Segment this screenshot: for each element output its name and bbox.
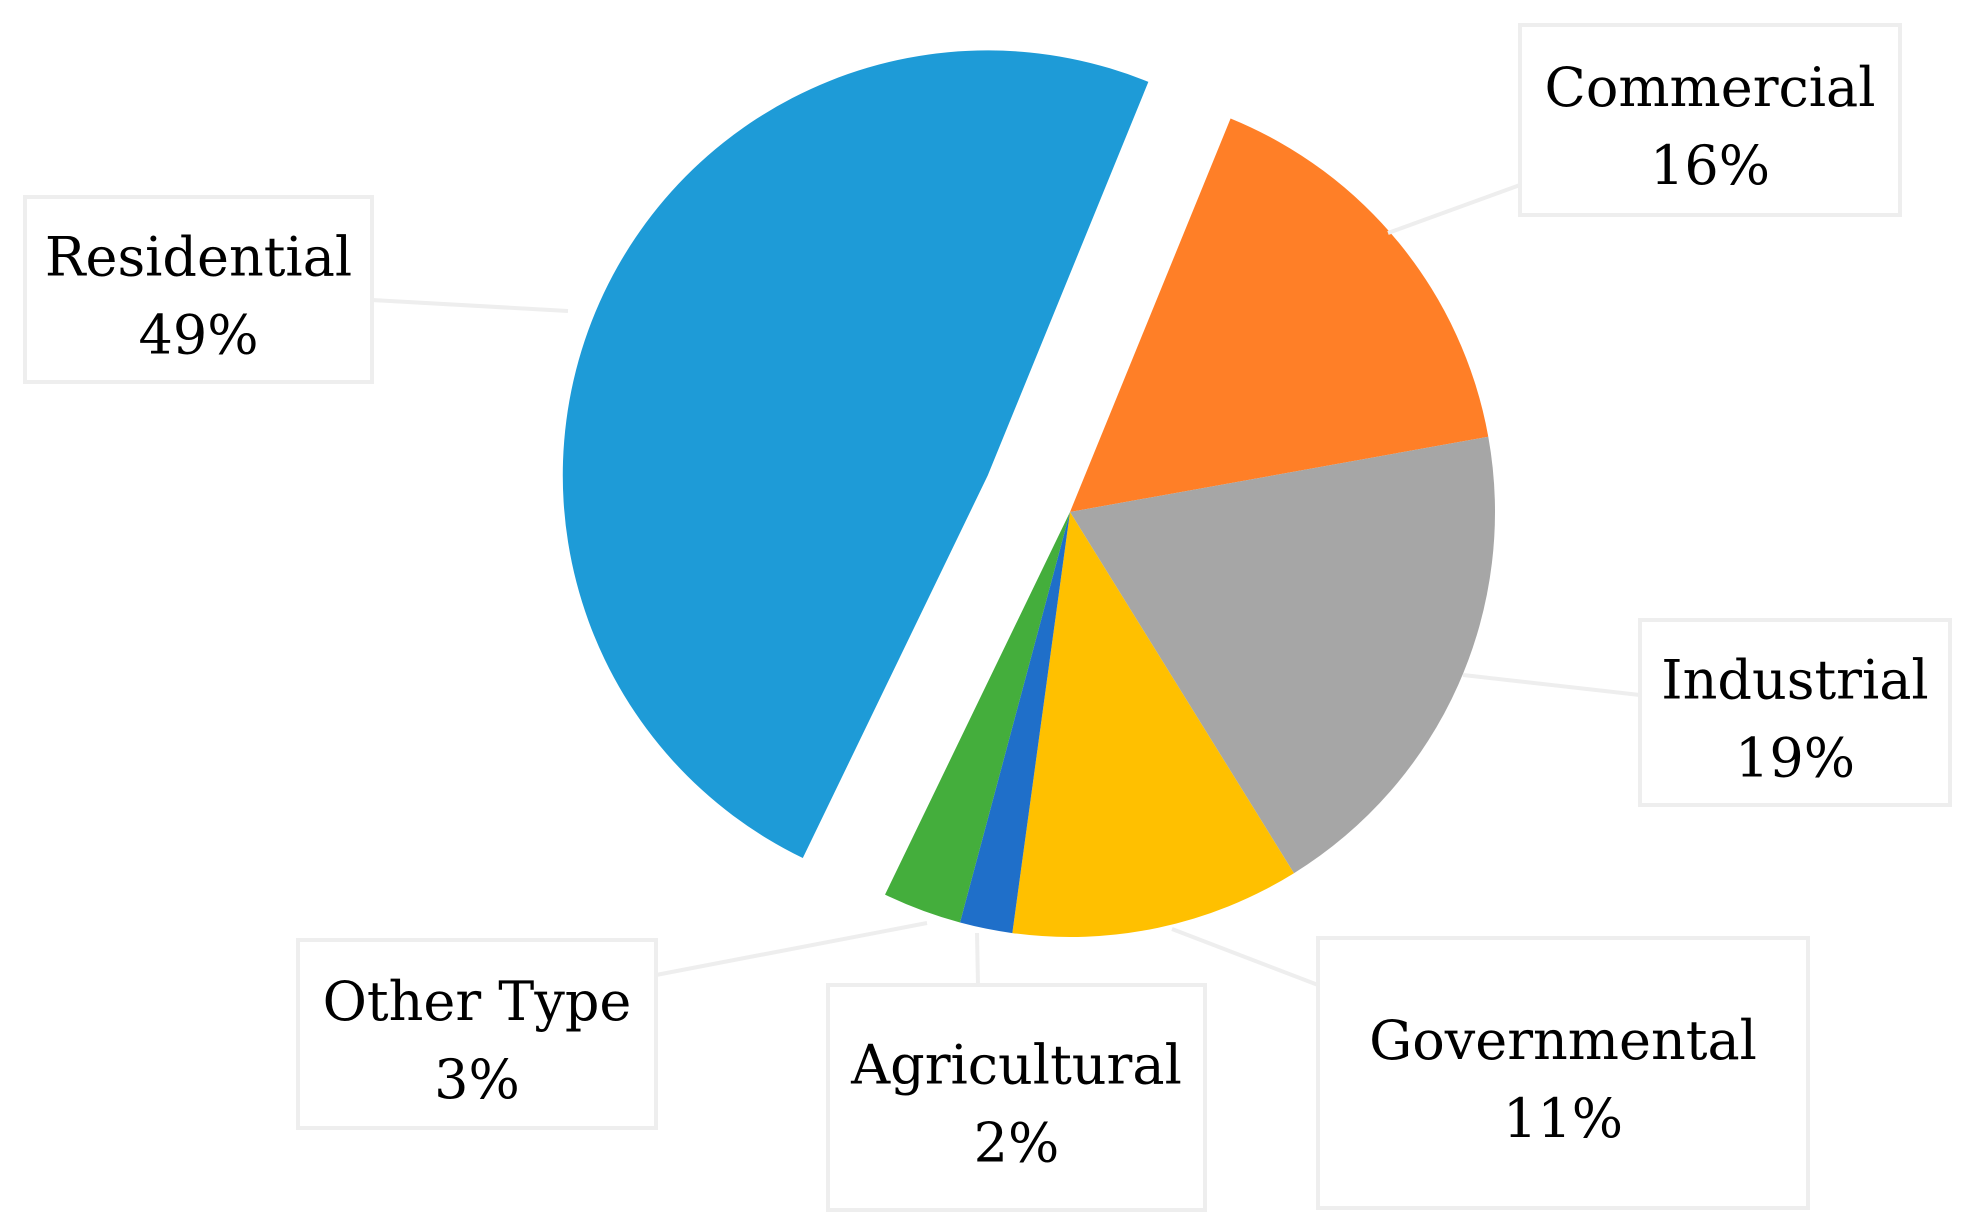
category-label-industrial: Industrial	[1661, 649, 1928, 712]
category-label-governmental: Governmental	[1369, 1009, 1757, 1072]
label-box-other-type	[296, 938, 658, 1130]
label-industrial: Industrial 19%	[1462, 618, 1952, 807]
label-box-residential	[23, 195, 374, 384]
label-agricultural: Agricultural 2%	[826, 932, 1207, 1212]
category-label-commercial: Commercial	[1545, 56, 1876, 119]
value-label-other-type: 3%	[434, 1048, 520, 1111]
leader-line-residential	[371, 298, 569, 313]
value-label-industrial: 19%	[1735, 727, 1855, 790]
label-box-agricultural	[826, 983, 1207, 1212]
category-label-other-type: Other Type	[323, 970, 632, 1033]
pie-slices	[562, 50, 1495, 937]
category-label-residential: Residential	[45, 226, 352, 289]
value-label-commercial: 16%	[1650, 134, 1770, 197]
label-residential: Residential 49%	[23, 195, 569, 384]
slice-residential	[562, 50, 1149, 859]
slice-commercial	[1070, 118, 1489, 512]
leader-line-industrial	[1462, 673, 1641, 697]
leader-line-commercial	[1387, 183, 1521, 235]
slice-industrial	[1070, 436, 1495, 874]
label-commercial: Commercial 16%	[1387, 23, 1902, 235]
slice-other-type	[885, 512, 1070, 923]
label-box-commercial	[1518, 23, 1902, 217]
label-other-type: Other Type 3%	[296, 921, 928, 1130]
leader-line-governmental	[1171, 927, 1319, 987]
slice-agricultural	[960, 512, 1070, 934]
leader-line-other-type	[655, 921, 928, 977]
label-governmental: Governmental 11%	[1171, 927, 1810, 1210]
value-label-governmental: 11%	[1503, 1087, 1623, 1150]
label-box-governmental	[1316, 936, 1810, 1210]
value-label-agricultural: 2%	[974, 1112, 1060, 1175]
slice-governmental	[1012, 512, 1294, 937]
leader-line-agricultural	[975, 932, 980, 986]
label-box-industrial	[1638, 618, 1952, 807]
data-labels: Commercial 16% Industrial 19% Governmental 11…	[23, 23, 1952, 1212]
category-label-agricultural: Agricultural	[850, 1034, 1182, 1097]
value-label-residential: 49%	[138, 304, 258, 367]
